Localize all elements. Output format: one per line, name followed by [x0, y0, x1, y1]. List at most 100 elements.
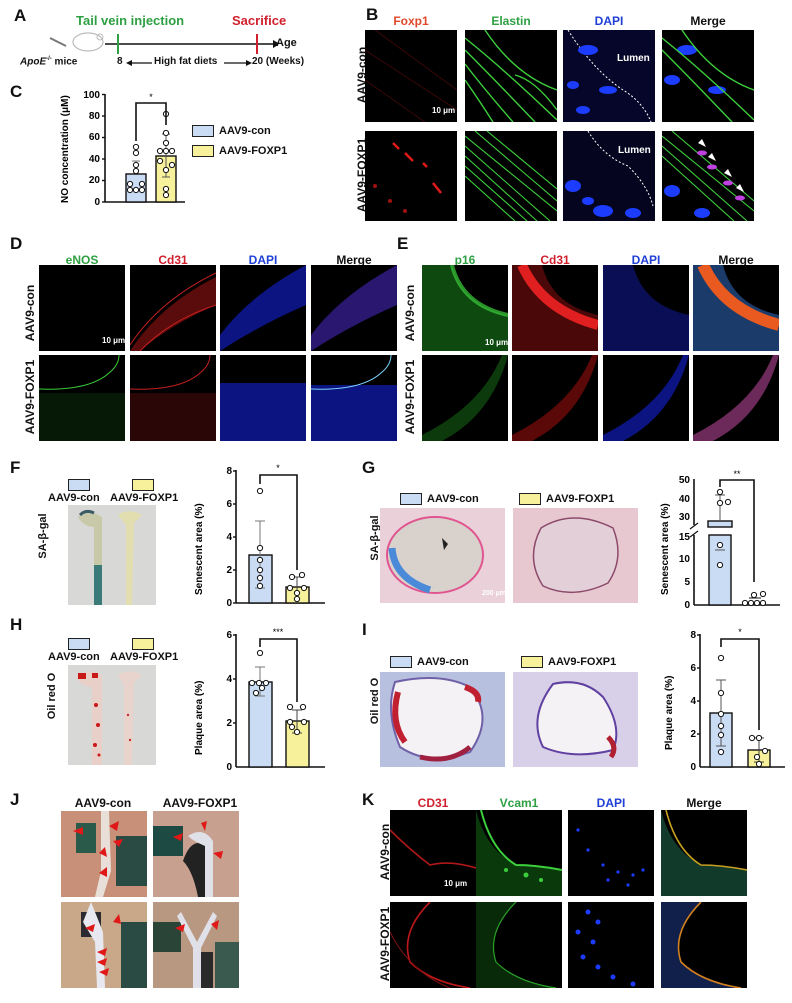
micrograph-dapi-con: [568, 810, 654, 896]
svg-text:0: 0: [226, 598, 232, 609]
injection-label: Tail vein injection: [76, 13, 185, 28]
svg-text:2: 2: [226, 718, 232, 729]
y-axis-label: NO concentration (μM): [60, 95, 71, 203]
micrograph-foxp1-foxp1: [365, 131, 457, 221]
legend-swatch-con: [68, 638, 90, 650]
svg-text:8: 8: [226, 466, 232, 477]
timeline-arrow: [49, 32, 278, 54]
mice-label: ApoE-/- mice: [20, 56, 78, 68]
panel-label-g: G: [362, 458, 376, 477]
legend-con: AAV9-con: [192, 125, 271, 138]
section-photo-sa-bgal-foxp1: [513, 508, 638, 603]
legend-swatch-con: [400, 493, 422, 506]
scale-bar: 10 μm: [444, 879, 468, 888]
legend-con: AAV9-con: [390, 656, 469, 669]
col-header-p16: p16: [454, 253, 476, 267]
scale-bar: 10 μm: [485, 338, 509, 347]
col-header-elastin: Elastin: [491, 14, 531, 28]
svg-text:50: 50: [679, 475, 691, 486]
svg-text:60: 60: [89, 132, 101, 143]
legend-swatch-con: [390, 656, 412, 669]
svg-text:0: 0: [94, 197, 100, 208]
svg-text:0: 0: [226, 762, 232, 770]
chart-senescent-area-g: Senescent area (%) 0 5 10 15 30 40 50 **: [650, 465, 792, 611]
aorta-photo-oil-red-o: [68, 665, 156, 765]
significance-marker: *: [738, 627, 742, 637]
svg-text:100: 100: [83, 90, 100, 101]
col-header-merge: Merge: [690, 14, 726, 28]
lumen-label: Lumen: [618, 145, 651, 156]
micrograph-enos-foxp1: [39, 355, 125, 441]
chart-plaque-area-h: Plaque area (%) 0 2 4 6 ***: [180, 620, 330, 773]
legend-swatch-con: [192, 125, 214, 138]
significance-marker: *: [149, 92, 153, 102]
col-header-dapi: DAPI: [594, 14, 624, 28]
svg-text:6: 6: [226, 499, 232, 510]
end-week: 20 (Weeks): [252, 56, 305, 67]
micrograph-merge-con: [661, 810, 747, 896]
legend-foxp1: AAV9-FOXP1: [192, 145, 287, 158]
micrograph-cd31-foxp1: [390, 902, 476, 988]
diet-label: High fat diets: [154, 56, 218, 67]
legend-swatch-foxp1: [521, 656, 543, 669]
chart-senescent-area-f: Senescent area (%) 0 2 4 6 8 *: [180, 460, 330, 610]
micrograph-cd31-con: [390, 810, 476, 896]
col-header-merge: Merge: [718, 253, 754, 267]
col-header-merge: Merge: [686, 796, 722, 810]
row-label-foxp1: AAV9-FOXP1: [403, 359, 417, 435]
svg-text:20: 20: [89, 175, 101, 186]
micrograph-p16-foxp1: [422, 355, 508, 441]
col-header-cd31: CD31: [417, 796, 449, 810]
micrograph-dapi-con: [603, 265, 689, 351]
micrograph-cd31-foxp1: [130, 355, 216, 441]
panel-label-f: F: [10, 458, 21, 477]
micrograph-merge-foxp1: [662, 131, 754, 221]
aorta-photo-sa-bgal: [68, 505, 156, 605]
micrograph-merge-foxp1: [311, 355, 397, 441]
micrograph-vcam1-foxp1: [476, 902, 562, 988]
age-label: Age: [276, 37, 297, 49]
svg-text:40: 40: [679, 494, 691, 505]
svg-text:4: 4: [226, 674, 232, 685]
scale-bar: 10 μm: [432, 106, 456, 115]
panel-label-a: A: [14, 6, 27, 25]
scale-bar: 10 μm: [102, 336, 126, 345]
significance-marker: *: [276, 463, 280, 473]
micrograph-merge-con: [311, 265, 397, 351]
svg-text:10: 10: [679, 554, 691, 565]
significance-marker: **: [733, 469, 741, 479]
legend-foxp1: AAV9-FOXP1: [519, 493, 614, 506]
legend-foxp1: AAV9-FOXP1: [110, 492, 179, 504]
col-header-cd31: Cd31: [158, 253, 188, 267]
svg-text:0: 0: [690, 762, 696, 770]
svg-text:8: 8: [690, 630, 696, 641]
svg-text:2: 2: [226, 565, 232, 576]
legend-swatch-foxp1: [132, 479, 154, 491]
chart-no-concentration: NO concentration (μM) 0 20 40 60 80 100 *: [60, 85, 190, 225]
legend-swatch-foxp1: [132, 638, 154, 650]
section-photo-sa-bgal-con: [380, 508, 505, 603]
legend-swatch-con: [68, 479, 90, 491]
col-header-dapi: DAPI: [596, 796, 626, 810]
legend-con: AAV9-con: [48, 651, 100, 663]
micrograph-dapi-con: [220, 265, 306, 351]
svg-text:5: 5: [684, 577, 690, 588]
mouse-syringe-icon: [49, 32, 104, 52]
col-header-dapi: DAPI: [248, 253, 278, 267]
col-header-foxp1: Foxp1: [393, 14, 429, 28]
dissection-photo-foxp1-1: [153, 811, 239, 897]
col-header-merge: Merge: [336, 253, 372, 267]
legend-con: AAV9-con: [48, 492, 100, 504]
col-header-con: AAV9-con: [74, 796, 132, 810]
row-label-foxp1: AAV9-FOXP1: [23, 359, 37, 435]
micrograph-cd31-foxp1: [512, 355, 598, 441]
significance-marker: ***: [273, 627, 284, 637]
lumen-label: Lumen: [617, 53, 650, 64]
micrograph-dapi-foxp1: [568, 902, 654, 988]
panel-label-j: J: [10, 790, 20, 809]
svg-text:30: 30: [679, 512, 691, 523]
svg-text:6: 6: [226, 630, 232, 641]
panel-label-k: K: [362, 790, 375, 809]
col-header-enos: eNOS: [65, 253, 99, 267]
svg-text:80: 80: [89, 111, 101, 122]
